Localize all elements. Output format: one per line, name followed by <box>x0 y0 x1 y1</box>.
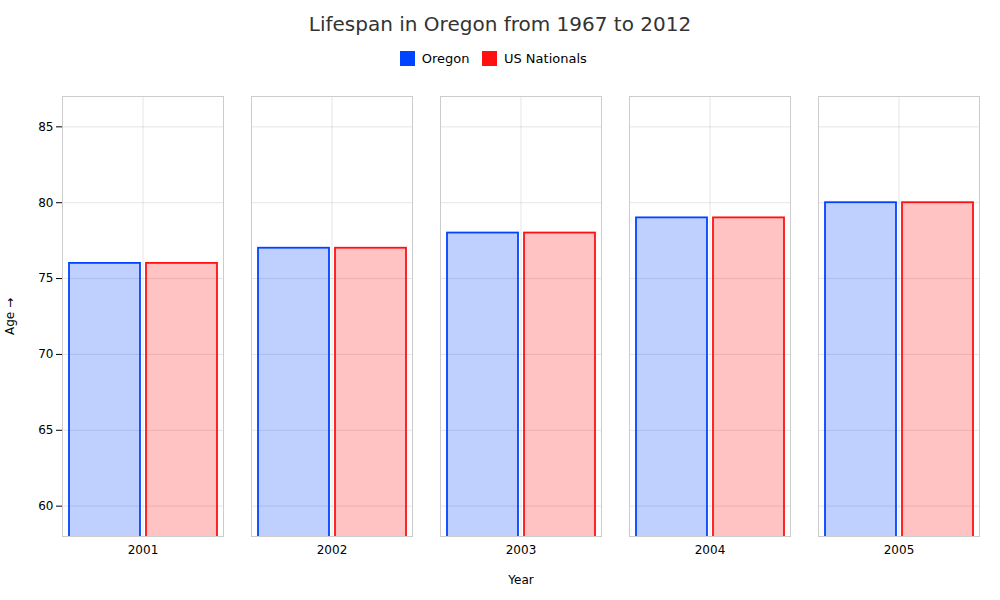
svg-text:70: 70 <box>38 347 53 361</box>
svg-text:80: 80 <box>38 195 53 209</box>
svg-text:2001: 2001 <box>128 543 159 557</box>
svg-text:85: 85 <box>38 119 53 133</box>
svg-text:2002: 2002 <box>317 543 348 557</box>
svg-text:Year: Year <box>507 572 533 586</box>
html-text:US Nationals: US Nationals <box>503 51 587 66</box>
html-text:Lifespan in Oregon from 1967 t: Lifespan in Oregon from 1967 to 2012 <box>308 12 692 36</box>
svg-text:65: 65 <box>38 423 53 437</box>
svg-text:75: 75 <box>38 271 53 285</box>
svg-text:2004: 2004 <box>695 543 726 557</box>
svg-text:2005: 2005 <box>884 543 915 557</box>
html-text:Oregon: Oregon <box>421 51 470 66</box>
svg-text:60: 60 <box>38 498 53 512</box>
svg-text:2003: 2003 <box>506 543 537 557</box>
svg-text:Age →: Age → <box>3 297 17 334</box>
